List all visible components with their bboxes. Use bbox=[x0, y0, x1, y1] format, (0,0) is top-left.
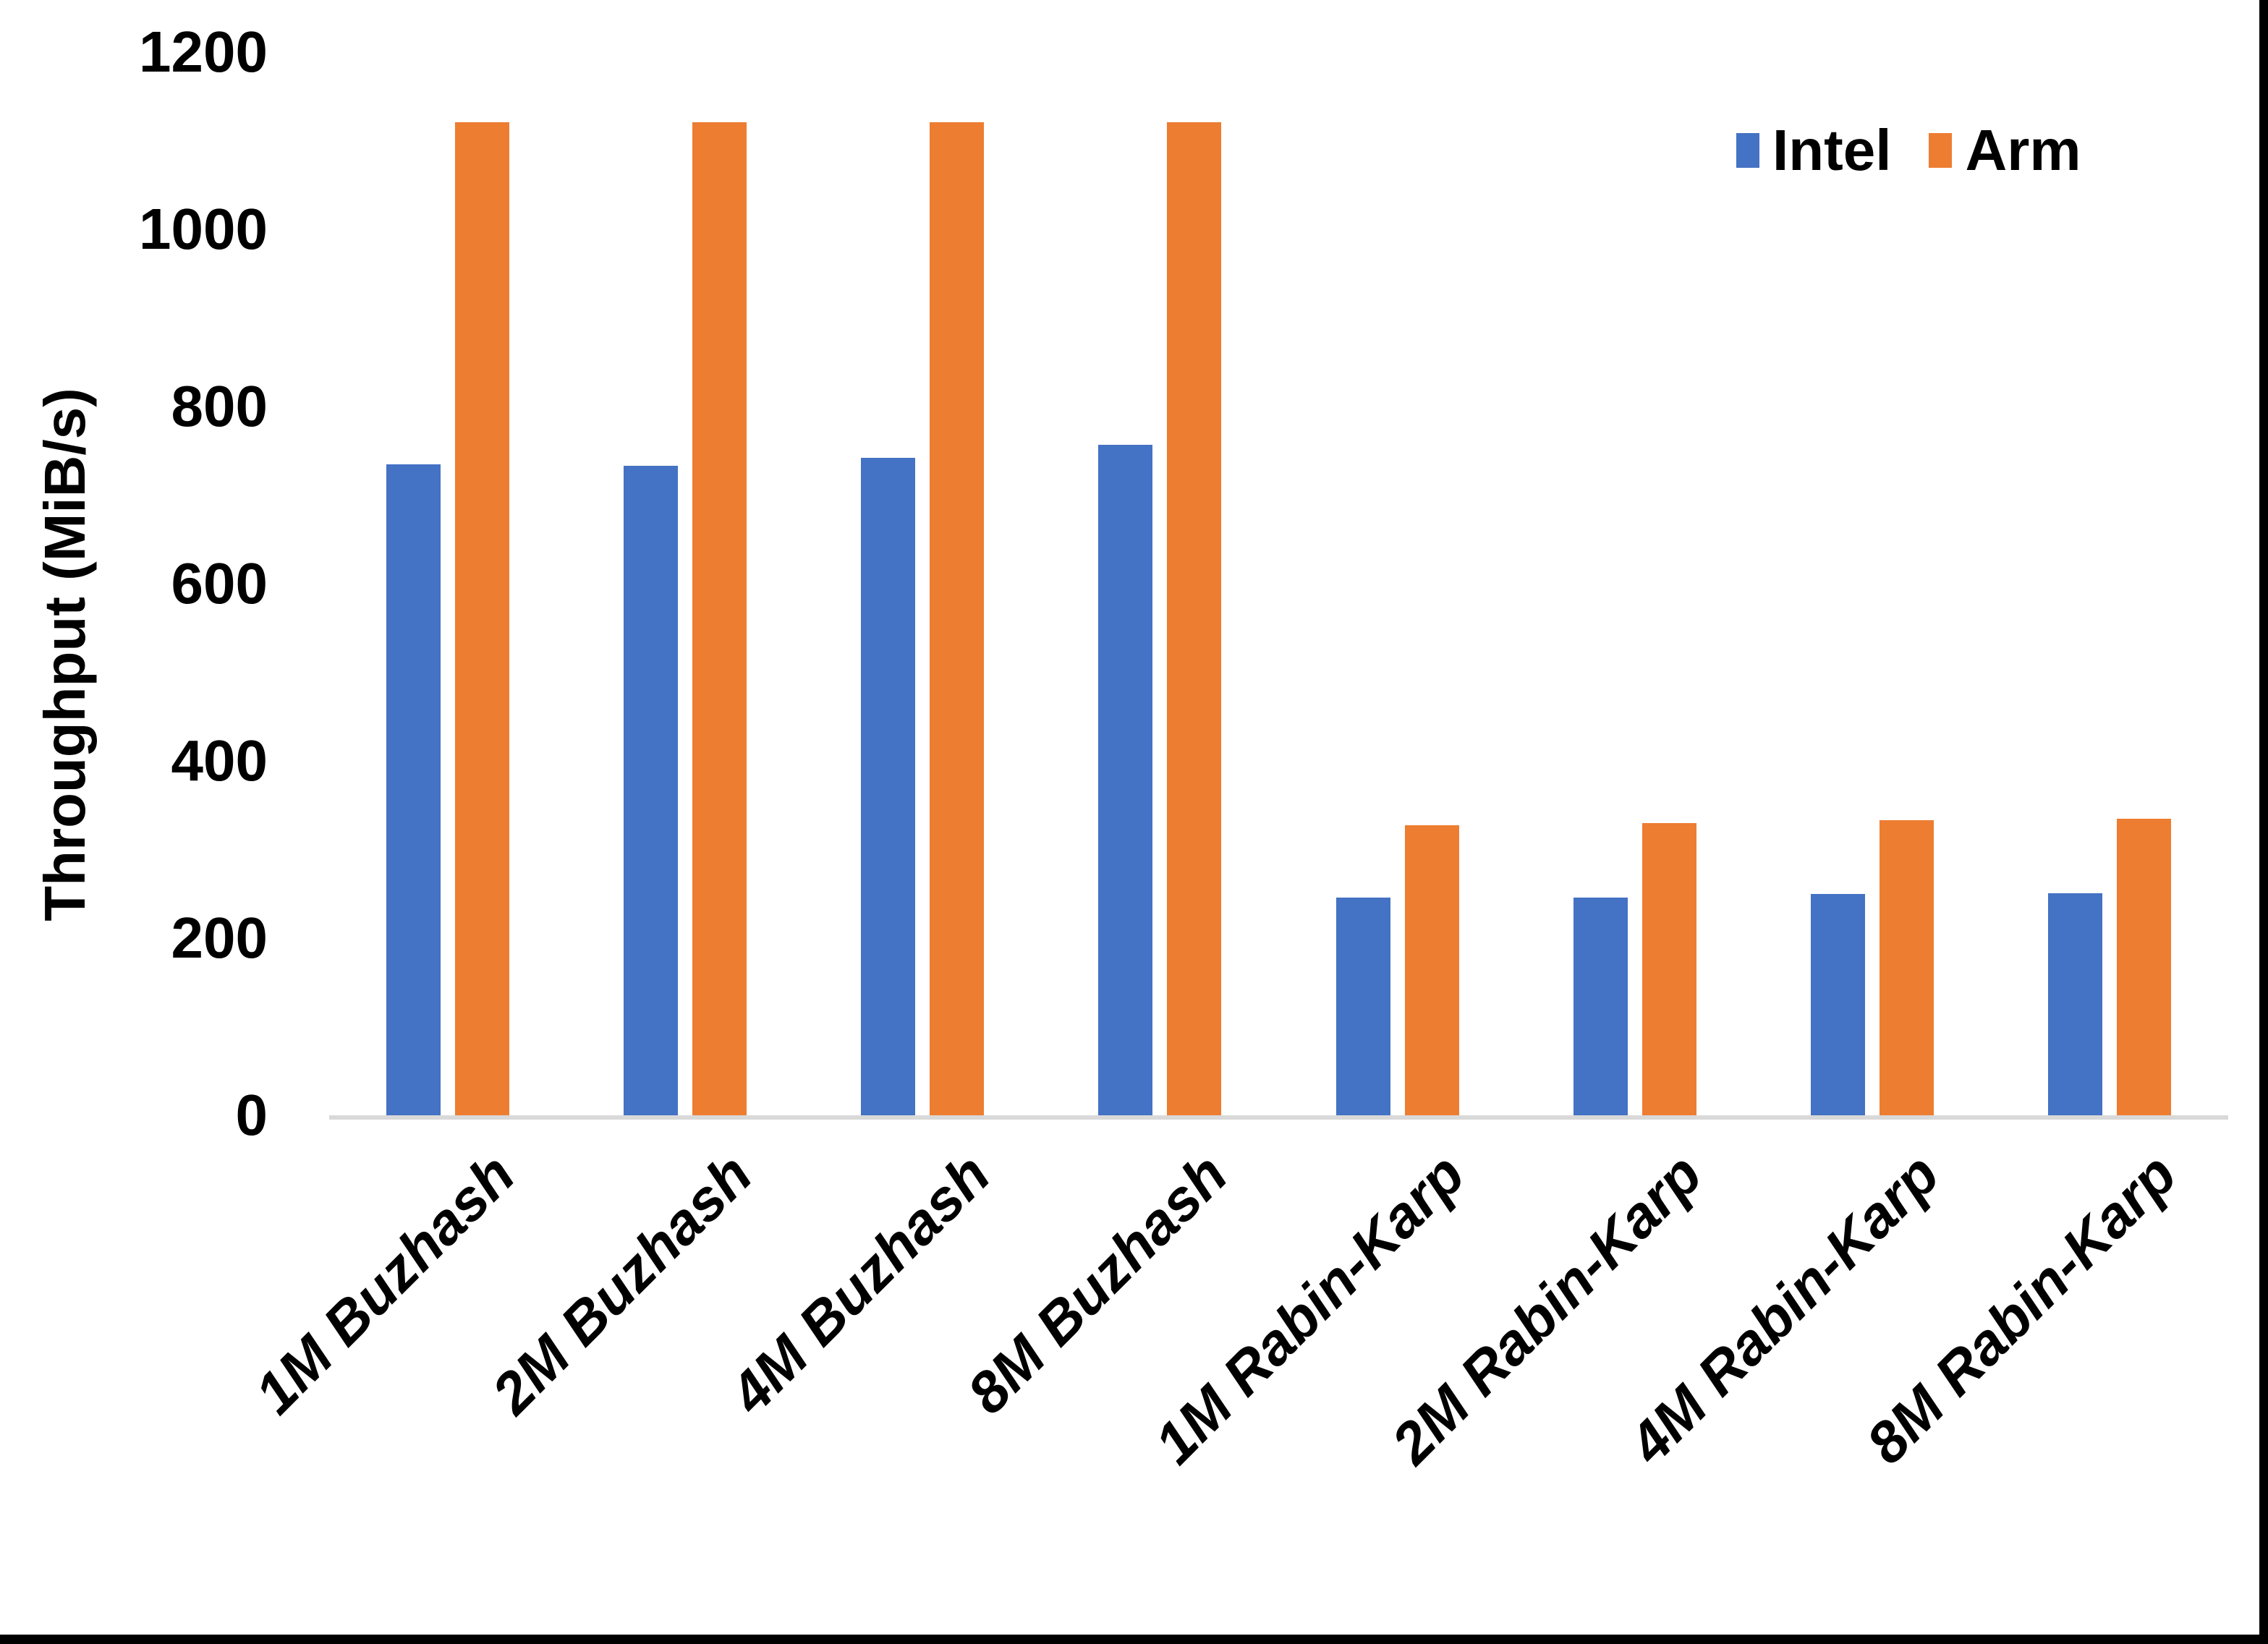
bar-intel-1m-buzhash bbox=[386, 464, 441, 1115]
legend-item-arm: Arm bbox=[1929, 122, 2081, 179]
bar-arm-4m-rabin-karp bbox=[1879, 820, 1934, 1115]
legend-label-intel: Intel bbox=[1772, 118, 1892, 182]
y-tick-label-1200: 1200 bbox=[139, 20, 268, 84]
y-tick-label-400: 400 bbox=[171, 728, 268, 793]
legend: Intel Arm bbox=[1736, 122, 2081, 179]
plot-area bbox=[329, 52, 2228, 1120]
screenshot-right-border bbox=[2259, 0, 2268, 1644]
legend-swatch-arm bbox=[1929, 133, 1953, 168]
legend-item-intel: Intel bbox=[1736, 122, 1891, 179]
bar-intel-4m-rabin-karp bbox=[1810, 893, 1865, 1115]
bar-intel-2m-buzhash bbox=[624, 466, 679, 1115]
legend-swatch-intel bbox=[1736, 133, 1759, 168]
screenshot-bottom-border bbox=[0, 1635, 2268, 1644]
bar-intel-1m-rabin-karp bbox=[1335, 897, 1390, 1115]
y-tick-label-800: 800 bbox=[171, 374, 268, 438]
legend-label-arm: Arm bbox=[1965, 118, 2081, 182]
y-tick-label-1000: 1000 bbox=[139, 197, 268, 261]
y-tick-label-600: 600 bbox=[171, 551, 268, 616]
bar-intel-4m-buzhash bbox=[861, 458, 916, 1115]
bar-arm-1m-rabin-karp bbox=[1404, 825, 1459, 1115]
y-tick-label-200: 200 bbox=[171, 906, 268, 970]
bar-arm-4m-buzhash bbox=[930, 122, 985, 1115]
bar-arm-2m-buzhash bbox=[692, 122, 747, 1115]
bar-arm-2m-rabin-karp bbox=[1641, 822, 1696, 1115]
bar-intel-2m-rabin-karp bbox=[1573, 897, 1628, 1115]
y-axis-title: Throughput (MiB/s) bbox=[33, 388, 97, 921]
y-tick-label-0: 0 bbox=[235, 1083, 268, 1147]
bar-arm-1m-buzhash bbox=[455, 122, 510, 1115]
bar-intel-8m-rabin-karp bbox=[2047, 893, 2102, 1115]
bar-arm-8m-buzhash bbox=[1167, 122, 1222, 1115]
bar-intel-8m-buzhash bbox=[1098, 444, 1153, 1115]
bar-arm-8m-rabin-karp bbox=[2116, 818, 2171, 1115]
